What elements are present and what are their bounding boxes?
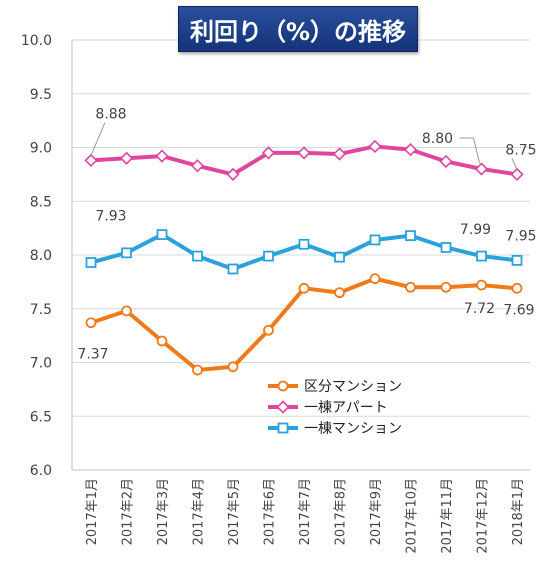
label-layer: 7.37 7.72 7.69 8.88 8.80 8.75 7.93 7.99 7.95 [77, 106, 536, 362]
leader-line [459, 137, 480, 164]
data-label: 7.69 [503, 302, 534, 318]
data-point [190, 159, 205, 173]
data-point [440, 281, 452, 293]
grid-layer [72, 39, 530, 471]
chart-title: 利回り（%）の推移 [178, 6, 418, 52]
y-tick-label: 7.5 [30, 302, 52, 318]
data-label: 7.95 [505, 228, 536, 244]
data-label: 8.75 [505, 142, 536, 158]
y-tick-label: 6.5 [30, 409, 52, 425]
leader-line [90, 122, 106, 156]
data-point [476, 279, 487, 291]
legend-entry-1: 一棟アパート [268, 400, 388, 416]
legend-label: 区分マンション [304, 379, 402, 395]
data-point [476, 250, 487, 262]
data-point [511, 254, 523, 266]
data-point [121, 247, 132, 259]
series-1 [84, 139, 524, 182]
data-point [192, 250, 203, 262]
data-point [277, 380, 289, 392]
data-point [334, 287, 345, 299]
x-tick-label: 2017年4月 [192, 478, 207, 545]
x-tick-label: 2017年1月 [85, 478, 100, 545]
x-tick-label: 2017年8月 [334, 478, 349, 545]
data-label: 7.72 [464, 301, 495, 317]
data-point [298, 282, 310, 294]
data-point [226, 167, 240, 182]
x-tick-label: 2017年9月 [369, 478, 384, 545]
data-point [332, 147, 347, 161]
y-tick-label: 8.0 [30, 248, 52, 264]
data-point [297, 146, 311, 160]
data-point [263, 250, 274, 262]
data-point [85, 257, 97, 268]
data-point [192, 364, 203, 376]
data-label: 8.88 [95, 106, 126, 122]
y-tick-label: 7.0 [30, 356, 52, 372]
data-point [261, 146, 276, 160]
data-point [155, 149, 169, 163]
data-point [403, 143, 418, 157]
data-point [474, 162, 489, 176]
axis-layer: 6.0 6.5 7.0 7.5 8.0 8.5 9.0 9.5 10.0 2017年1月 2017年… [21, 33, 530, 554]
data-point [369, 234, 381, 246]
x-tick-label: 2017年5月 [227, 478, 242, 545]
x-tick-label: 2017年6月 [263, 478, 278, 545]
data-point [368, 139, 382, 154]
data-point [119, 151, 134, 165]
data-point [277, 422, 289, 434]
data-label: 7.99 [460, 222, 491, 238]
y-tick-label: 8.5 [30, 194, 52, 210]
legend-entry-2: 一棟マンション [268, 421, 402, 437]
x-tick-label: 2017年2月 [121, 478, 136, 545]
data-label: 7.93 [95, 209, 126, 225]
data-point [227, 361, 239, 373]
data-point [405, 281, 416, 293]
data-point [84, 153, 98, 168]
data-point [121, 305, 132, 317]
data-point [511, 282, 523, 294]
x-tick-label: 2018年1月 [511, 478, 526, 545]
y-tick-label: 10.0 [21, 33, 52, 49]
data-point [85, 317, 97, 329]
data-point [156, 335, 168, 347]
x-tick-label: 2017年10月 [405, 478, 420, 554]
x-tick-label: 2017年12月 [476, 478, 491, 554]
data-label: 8.80 [422, 131, 453, 147]
data-point [369, 273, 381, 285]
legend-entry-0: 区分マンション [268, 379, 402, 395]
y-tick-label: 9.5 [30, 87, 52, 103]
y-tick-label: 6.0 [30, 463, 52, 479]
data-label: 7.37 [77, 347, 108, 363]
x-tick-label: 2017年7月 [298, 478, 313, 545]
series-0 [85, 273, 523, 376]
leader-line [511, 158, 518, 170]
data-point [276, 400, 290, 414]
data-point [440, 242, 452, 253]
data-point [227, 263, 239, 275]
data-point [405, 230, 416, 242]
data-point [510, 167, 524, 182]
series-2 [85, 229, 523, 275]
data-point [263, 324, 274, 336]
data-point [298, 238, 310, 250]
legend-label: 一棟マンション [304, 421, 402, 437]
y-tick-label: 9.0 [30, 141, 52, 157]
data-point [334, 251, 345, 263]
x-tick-label: 2017年11月 [440, 478, 455, 554]
series-layer [84, 139, 524, 376]
data-point [156, 229, 168, 240]
data-point [439, 154, 453, 169]
legend-label: 一棟アパート [304, 400, 388, 416]
x-tick-label: 2017年3月 [156, 478, 171, 545]
